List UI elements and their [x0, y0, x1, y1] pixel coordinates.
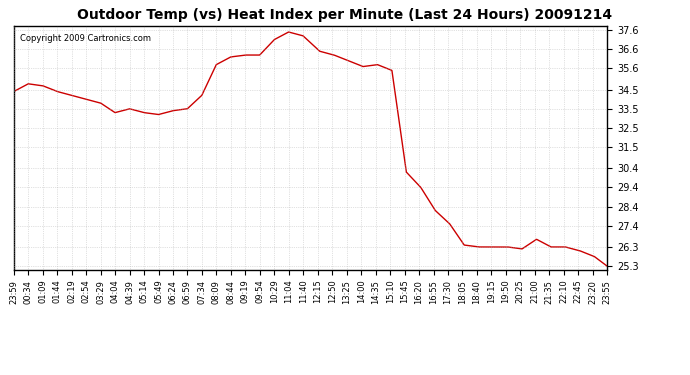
- Text: Copyright 2009 Cartronics.com: Copyright 2009 Cartronics.com: [20, 34, 150, 43]
- Text: Outdoor Temp (vs) Heat Index per Minute (Last 24 Hours) 20091214: Outdoor Temp (vs) Heat Index per Minute …: [77, 8, 613, 21]
